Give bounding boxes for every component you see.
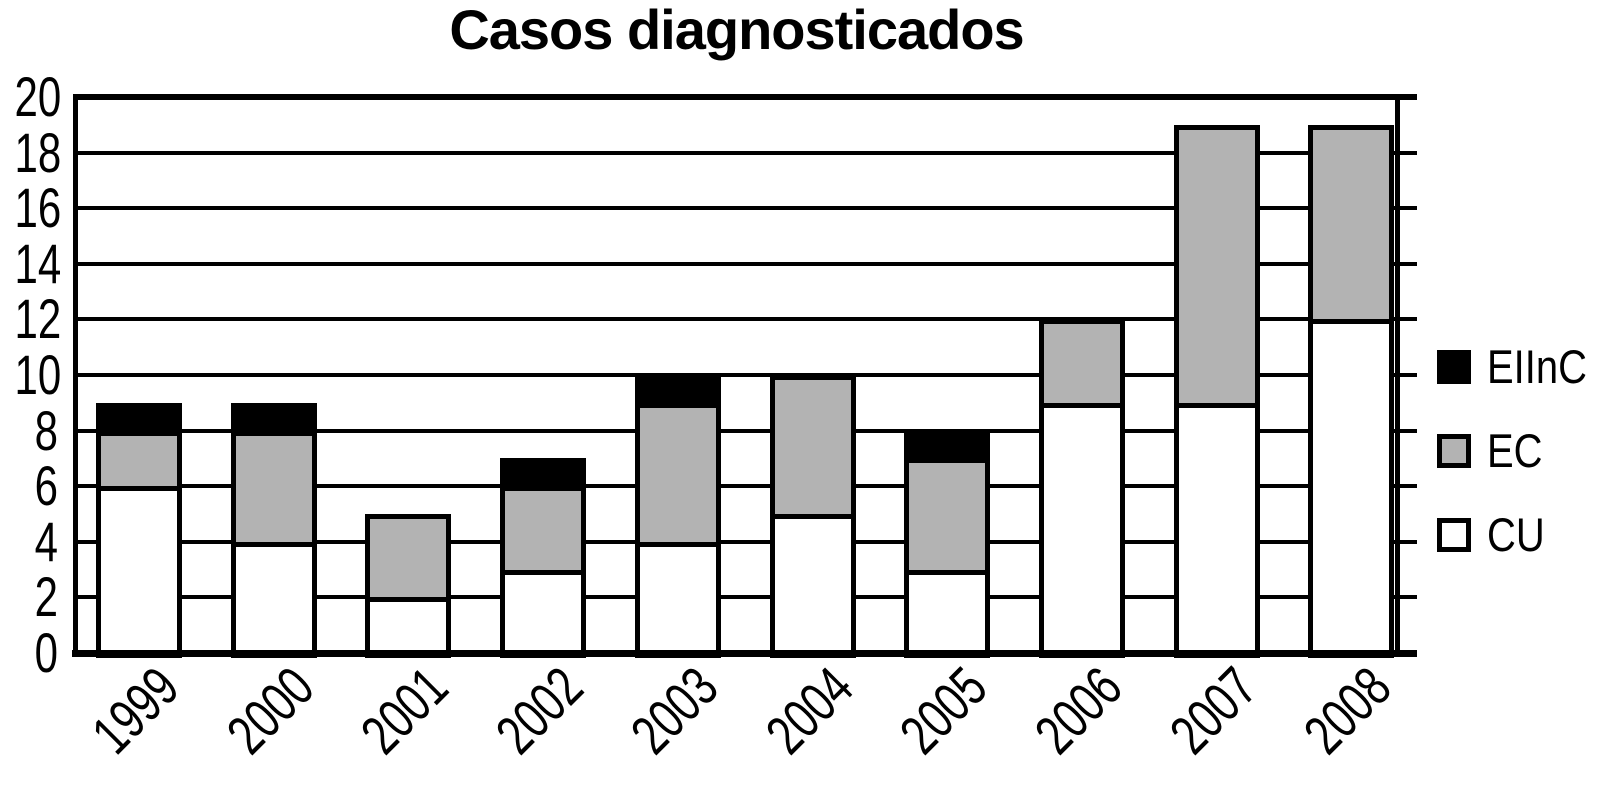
bar-segment-EIInC-2002	[500, 458, 587, 492]
bar-segment-CU-2003	[634, 541, 721, 658]
y-tick-right-14	[1398, 261, 1417, 266]
legend-item-EC: EC	[1437, 427, 1611, 475]
y-axis-label-20: 20	[14, 65, 62, 128]
y-axis-label-6: 6	[34, 454, 58, 518]
y-tick-right-8	[1398, 428, 1417, 433]
bar-segment-CU-2002	[500, 569, 587, 658]
bar-segment-EC-2003	[634, 402, 721, 547]
bar-segment-EC-2008	[1308, 124, 1395, 325]
y-tick-right-4	[1398, 539, 1417, 544]
y-axis-label-18: 18	[14, 120, 62, 184]
gridline-y8	[75, 428, 1398, 433]
bar-segment-CU-2006	[1038, 402, 1125, 658]
bar-segment-CU-1999	[96, 486, 182, 658]
gridline-y10	[75, 373, 1398, 377]
bar-segment-EC-2000	[230, 430, 317, 547]
bar-segment-EIInC-1999	[96, 402, 182, 436]
y-tick-right-18	[1398, 150, 1417, 155]
y-tick-right-2	[1398, 595, 1417, 600]
bar-segment-EC-2002	[500, 486, 587, 575]
x-axis-line	[72, 650, 1417, 657]
y-axis-label-2: 2	[34, 565, 58, 629]
legend-swatch-CU	[1437, 518, 1471, 552]
legend-label-EC: EC	[1487, 424, 1543, 477]
plot-border-right	[1395, 94, 1400, 657]
bar-segment-EC-1999	[96, 430, 182, 492]
x-axis-label-1999: 1999	[79, 654, 191, 766]
gridline-y16	[75, 206, 1398, 211]
bar-segment-EIInC-2003	[634, 375, 721, 408]
y-axis-label-0: 0	[34, 621, 58, 684]
bar-segment-EC-2001	[365, 514, 452, 603]
bar-segment-CU-2005	[904, 569, 991, 658]
plot-border-left	[73, 94, 78, 657]
y-tick-right-6	[1398, 484, 1417, 489]
legend-item-CU: CU	[1437, 511, 1611, 559]
y-tick-right-16	[1398, 206, 1417, 211]
bar-segment-CU-2007	[1173, 402, 1260, 658]
gridline-y18	[75, 150, 1398, 155]
legend-swatch-EC	[1437, 434, 1471, 468]
gridline-y6	[75, 484, 1398, 489]
y-tick-right-10	[1398, 373, 1417, 377]
bar-segment-CU-2008	[1308, 319, 1395, 658]
gridline-y4	[75, 539, 1398, 544]
bar-segment-CU-2000	[230, 541, 317, 658]
y-axis-label-16: 16	[14, 176, 62, 240]
y-axis-label-4: 4	[34, 509, 58, 573]
bar-segment-EC-2006	[1038, 319, 1125, 408]
y-axis-label-10: 10	[14, 343, 62, 406]
gridline-y12	[75, 317, 1398, 322]
bar-segment-CU-2001	[365, 597, 452, 658]
gridline-y14	[75, 261, 1398, 266]
bar-segment-EC-2004	[769, 375, 856, 519]
gridline-y2	[75, 595, 1398, 600]
bar-segment-CU-2004	[769, 514, 856, 658]
legend-label-CU: CU	[1487, 508, 1545, 561]
plot-border-top	[75, 94, 1417, 100]
bar-segment-EC-2007	[1173, 124, 1260, 408]
chart-title: Casos diagnosticados	[449, 0, 1024, 61]
legend-swatch-EIInC	[1437, 350, 1471, 384]
bar-segment-EC-2005	[904, 458, 991, 575]
bar-segment-EIInC-2005	[904, 430, 991, 464]
bar-segment-EIInC-2000	[230, 402, 317, 436]
y-axis-label-12: 12	[14, 287, 62, 351]
legend-label-EIInC: EIInC	[1487, 340, 1587, 393]
y-axis-label-14: 14	[14, 231, 62, 295]
legend-item-EIInC: EIInC	[1437, 343, 1611, 391]
y-tick-right-12	[1398, 317, 1417, 322]
y-axis-label-8: 8	[34, 398, 58, 462]
